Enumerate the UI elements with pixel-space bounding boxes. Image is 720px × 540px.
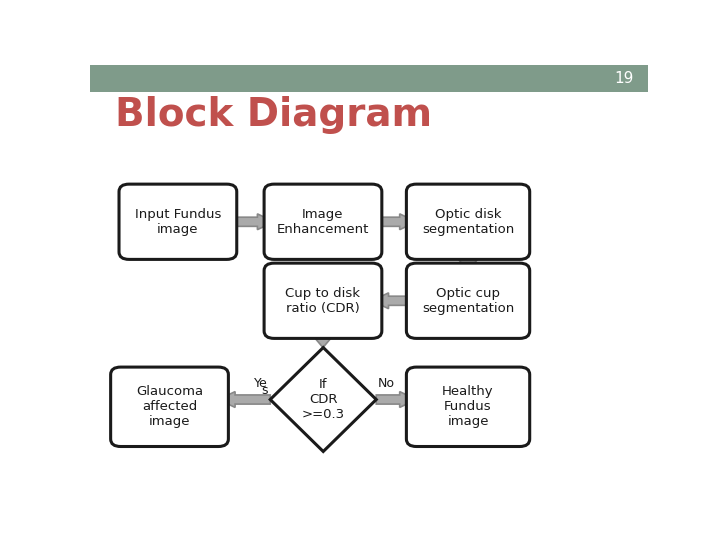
Polygon shape bbox=[312, 331, 333, 348]
Text: Image
Enhancement: Image Enhancement bbox=[276, 208, 369, 236]
Text: No: No bbox=[378, 377, 395, 390]
Text: 19: 19 bbox=[615, 71, 634, 86]
Text: Input Fundus
image: Input Fundus image bbox=[135, 208, 221, 236]
FancyBboxPatch shape bbox=[111, 367, 228, 447]
Polygon shape bbox=[270, 348, 377, 451]
Text: Healthy
Fundus
image: Healthy Fundus image bbox=[442, 386, 494, 428]
Polygon shape bbox=[227, 214, 274, 230]
Text: Optic disk
segmentation: Optic disk segmentation bbox=[422, 208, 514, 236]
FancyBboxPatch shape bbox=[406, 367, 530, 447]
FancyBboxPatch shape bbox=[119, 184, 237, 259]
Polygon shape bbox=[372, 214, 416, 230]
Text: Ye: Ye bbox=[253, 377, 267, 390]
Text: Glaucoma
affected
image: Glaucoma affected image bbox=[136, 386, 203, 428]
Text: Optic cup
segmentation: Optic cup segmentation bbox=[422, 287, 514, 315]
Polygon shape bbox=[372, 293, 416, 309]
Polygon shape bbox=[218, 392, 270, 407]
Polygon shape bbox=[457, 252, 479, 271]
Text: Cup to disk
ratio (CDR): Cup to disk ratio (CDR) bbox=[285, 287, 361, 315]
FancyBboxPatch shape bbox=[406, 263, 530, 339]
Text: s: s bbox=[261, 384, 267, 397]
Text: Block Diagram: Block Diagram bbox=[115, 96, 432, 134]
Text: If
CDR
>=0.3: If CDR >=0.3 bbox=[302, 378, 345, 421]
FancyBboxPatch shape bbox=[264, 263, 382, 339]
Polygon shape bbox=[377, 392, 416, 407]
Bar bbox=[90, 65, 648, 92]
FancyBboxPatch shape bbox=[406, 184, 530, 259]
FancyBboxPatch shape bbox=[264, 184, 382, 259]
